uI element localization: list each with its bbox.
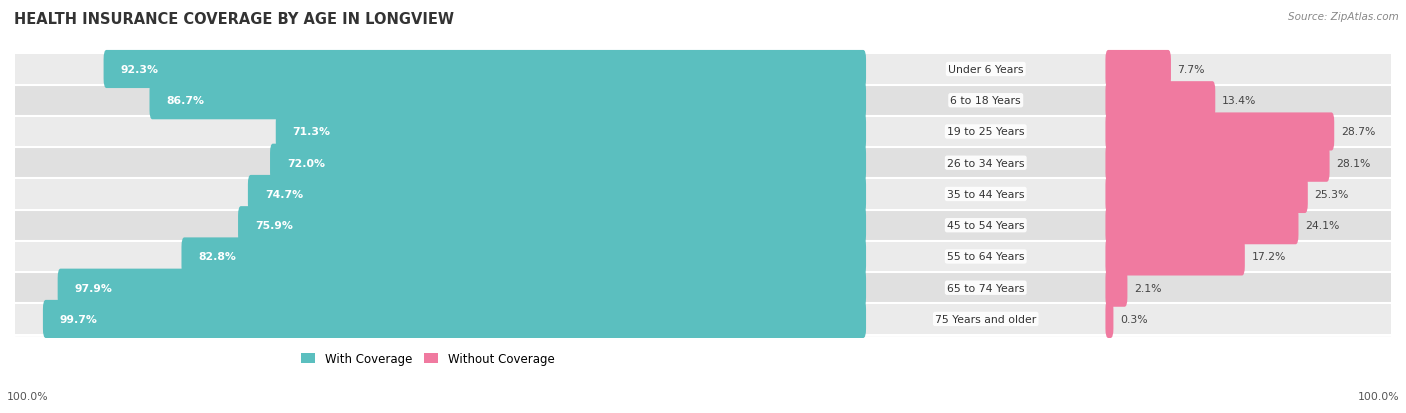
Text: 19 to 25 Years: 19 to 25 Years [948, 127, 1025, 137]
Text: 99.7%: 99.7% [60, 314, 98, 324]
Text: 55 to 64 Years: 55 to 64 Years [948, 252, 1025, 262]
FancyBboxPatch shape [1105, 144, 1330, 182]
Text: 75 Years and older: 75 Years and older [935, 314, 1036, 324]
Text: 26 to 34 Years: 26 to 34 Years [948, 158, 1025, 169]
Text: 75.9%: 75.9% [254, 221, 292, 230]
FancyBboxPatch shape [181, 238, 866, 276]
Text: 82.8%: 82.8% [198, 252, 236, 262]
Text: 6 to 18 Years: 6 to 18 Years [950, 96, 1021, 106]
Text: 74.7%: 74.7% [264, 190, 302, 199]
FancyBboxPatch shape [1105, 269, 1128, 307]
Bar [15, 304, 1391, 335]
Text: 7.7%: 7.7% [1178, 65, 1205, 75]
Text: 100.0%: 100.0% [7, 391, 49, 401]
Text: 45 to 54 Years: 45 to 54 Years [948, 221, 1025, 230]
FancyBboxPatch shape [276, 113, 866, 151]
Text: 65 to 74 Years: 65 to 74 Years [948, 283, 1025, 293]
FancyBboxPatch shape [1105, 51, 1171, 89]
Text: 72.0%: 72.0% [287, 158, 325, 169]
Bar [15, 179, 1391, 210]
FancyBboxPatch shape [1105, 113, 1334, 151]
Text: 86.7%: 86.7% [166, 96, 204, 106]
Text: 28.1%: 28.1% [1336, 158, 1371, 169]
FancyBboxPatch shape [104, 51, 866, 89]
Bar [15, 241, 1391, 273]
Legend: With Coverage, Without Coverage: With Coverage, Without Coverage [297, 348, 560, 370]
FancyBboxPatch shape [149, 82, 866, 120]
Text: 17.2%: 17.2% [1251, 252, 1286, 262]
Text: HEALTH INSURANCE COVERAGE BY AGE IN LONGVIEW: HEALTH INSURANCE COVERAGE BY AGE IN LONG… [14, 12, 454, 27]
Bar [15, 85, 1391, 116]
Text: Under 6 Years: Under 6 Years [948, 65, 1024, 75]
Bar [15, 210, 1391, 241]
Text: 24.1%: 24.1% [1305, 221, 1340, 230]
FancyBboxPatch shape [1105, 206, 1299, 244]
Text: 2.1%: 2.1% [1135, 283, 1161, 293]
FancyBboxPatch shape [44, 300, 866, 338]
Bar [15, 148, 1391, 179]
FancyBboxPatch shape [1105, 82, 1215, 120]
FancyBboxPatch shape [247, 176, 866, 214]
Text: 97.9%: 97.9% [75, 283, 112, 293]
Text: 0.3%: 0.3% [1121, 314, 1147, 324]
Bar [15, 54, 1391, 85]
Text: 35 to 44 Years: 35 to 44 Years [948, 190, 1025, 199]
FancyBboxPatch shape [58, 269, 866, 307]
Text: Source: ZipAtlas.com: Source: ZipAtlas.com [1288, 12, 1399, 22]
Bar [15, 273, 1391, 304]
FancyBboxPatch shape [1105, 300, 1114, 338]
FancyBboxPatch shape [238, 206, 866, 244]
Bar [15, 116, 1391, 148]
Text: 92.3%: 92.3% [121, 65, 159, 75]
FancyBboxPatch shape [270, 144, 866, 182]
Text: 100.0%: 100.0% [1357, 391, 1399, 401]
Text: 28.7%: 28.7% [1341, 127, 1375, 137]
Text: 71.3%: 71.3% [292, 127, 330, 137]
FancyBboxPatch shape [1105, 238, 1244, 276]
FancyBboxPatch shape [1105, 176, 1308, 214]
Text: 25.3%: 25.3% [1315, 190, 1348, 199]
Text: 13.4%: 13.4% [1222, 96, 1256, 106]
